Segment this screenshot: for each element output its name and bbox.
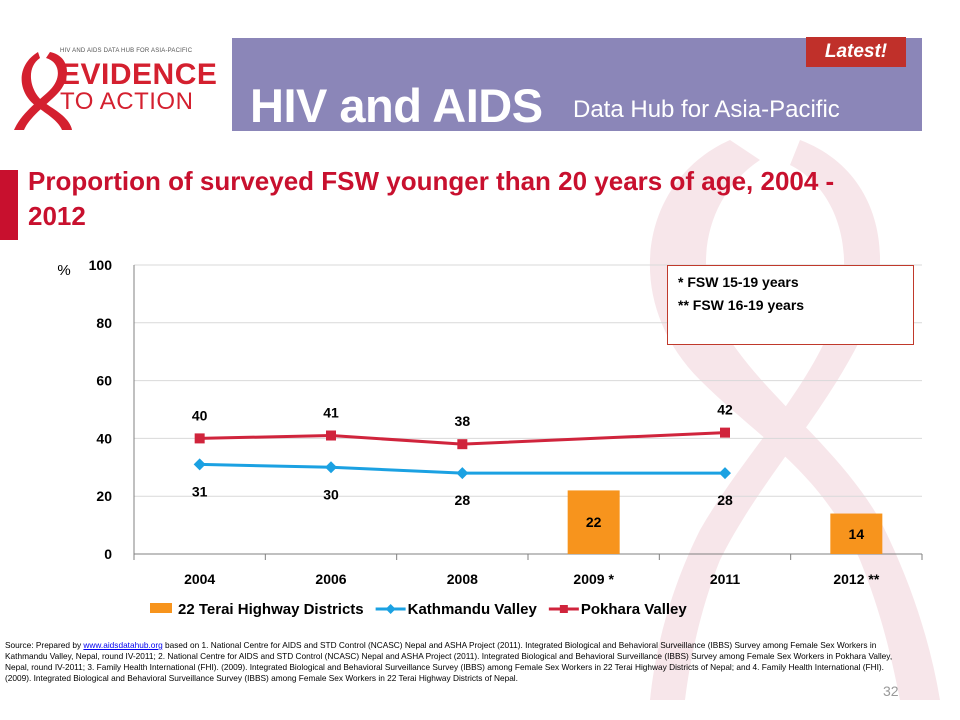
y-axis-label: % — [57, 262, 70, 279]
source-body: based on 1. National Centre for AIDS and… — [5, 640, 893, 683]
line-data-label: 38 — [455, 413, 471, 429]
header-title: HIV and AIDS — [250, 79, 543, 132]
footnote-2: ** FSW 16-19 years — [678, 297, 805, 313]
series-line — [199, 431, 726, 446]
bar — [567, 490, 620, 554]
logo-tagline: HIV AND AIDS DATA HUB FOR ASIA-PACIFIC — [60, 48, 193, 54]
source-link[interactable]: www.aidsdatahub.org — [83, 640, 163, 650]
header-subtitle: Data Hub for Asia-Pacific — [573, 96, 840, 123]
data-point — [194, 433, 205, 444]
line-data-label: 41 — [323, 405, 339, 421]
bar — [830, 513, 883, 554]
footnote-1: * FSW 15-19 years — [678, 274, 799, 290]
y-tick-label: 80 — [96, 315, 112, 331]
bar-data-label: 14 — [849, 526, 865, 542]
line-data-label: 28 — [717, 492, 733, 508]
data-point — [456, 467, 469, 480]
legend-label: 22 Terai Highway Districts — [178, 601, 364, 618]
data-point — [193, 458, 206, 471]
legend-label: Pokhara Valley — [581, 601, 688, 618]
legend-label: Kathmandu Valley — [408, 601, 538, 618]
logo-text-action: TO ACTION — [60, 88, 194, 115]
footnote-box: * FSW 15-19 years ** FSW 16-19 years — [667, 265, 914, 345]
legend-marker — [559, 605, 568, 613]
line-data-label: 30 — [323, 486, 339, 502]
series-line — [199, 462, 725, 475]
line-data-label: 31 — [192, 483, 208, 499]
data-point — [719, 467, 731, 480]
data-point — [325, 461, 337, 474]
line-data-label: 28 — [455, 492, 471, 508]
red-ribbon-icon — [14, 52, 72, 130]
line-data-label: 40 — [192, 407, 208, 423]
x-tick-label: 2012 ** — [833, 571, 879, 587]
x-tick-label: 2011 — [710, 571, 741, 587]
data-point — [326, 430, 336, 441]
x-tick-label: 2006 — [315, 571, 346, 587]
slide-title: Proportion of surveyed FSW younger than … — [28, 166, 835, 231]
data-point — [720, 427, 730, 438]
page-number: 32 — [883, 683, 899, 699]
y-tick-label: 0 — [104, 546, 112, 562]
legend-swatch — [150, 603, 172, 613]
y-tick-label: 20 — [96, 488, 112, 504]
y-tick-label: 60 — [96, 373, 112, 389]
legend-marker — [385, 604, 396, 614]
title-accent-bar — [0, 170, 18, 240]
x-tick-label: 2004 — [184, 571, 215, 587]
x-tick-label: 2008 — [447, 571, 478, 587]
logo-text-evidence: EVIDENCE — [60, 58, 218, 91]
logo — [0, 38, 232, 131]
source-text: Source: Prepared by www.aidsdatahub.org … — [5, 640, 895, 684]
latest-badge[interactable]: Latest! — [806, 37, 906, 67]
source-prefix: Source: Prepared by — [5, 640, 84, 650]
y-tick-label: 100 — [89, 257, 113, 273]
x-tick-label: 2009 * — [573, 571, 614, 587]
line-data-label: 42 — [717, 402, 733, 418]
data-point — [457, 439, 468, 450]
bar-data-label: 22 — [586, 514, 602, 530]
y-tick-label: 40 — [96, 430, 112, 446]
